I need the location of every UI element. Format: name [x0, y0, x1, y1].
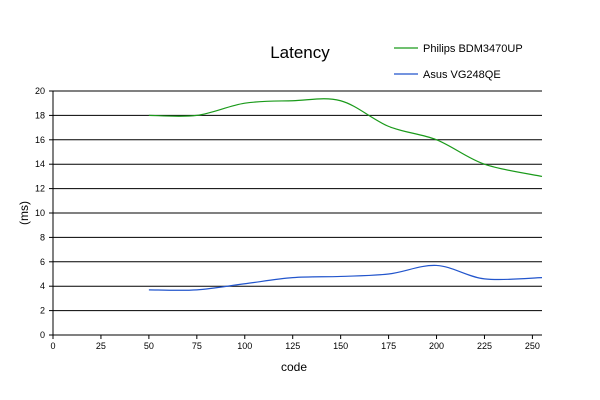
series-line-philips: [148, 98, 543, 177]
x-tick-label-100: 100: [237, 341, 252, 351]
y-tick-label-16: 16: [35, 135, 45, 145]
legend-label-philips: Philips BDM3470UP: [423, 43, 523, 55]
x-tick-label-25: 25: [96, 341, 106, 351]
x-tick-label-175: 175: [381, 341, 396, 351]
legend-label-asus: Asus VG248QE: [423, 69, 501, 81]
y-tick-label-14: 14: [35, 159, 45, 169]
grid-lines: [53, 90, 542, 312]
y-axis-label: (ms): [17, 201, 31, 225]
series-lines: [148, 98, 543, 291]
y-tick-label-18: 18: [35, 110, 45, 120]
x-tick-label-125: 125: [285, 341, 300, 351]
y-tick-label-6: 6: [40, 257, 45, 267]
x-tick-label-225: 225: [477, 341, 492, 351]
y-tick-label-8: 8: [40, 232, 45, 242]
x-tick-label-50: 50: [144, 341, 154, 351]
x-tick-label-250: 250: [525, 341, 540, 351]
y-tick-label-12: 12: [35, 184, 45, 194]
x-tick-label-75: 75: [192, 341, 202, 351]
y-tick-label-2: 2: [40, 306, 45, 316]
y-tick-label-0: 0: [40, 330, 45, 340]
legend: Philips BDM3470UP Asus VG248QE: [394, 43, 523, 81]
chart-title: Latency: [270, 43, 330, 62]
x-tick-label-150: 150: [333, 341, 348, 351]
y-tick-label-4: 4: [40, 281, 45, 291]
y-tick-label-20: 20: [35, 86, 45, 96]
y-tick-labels: 0 2 4 6 8 10 12 14 16 18 20: [35, 86, 53, 340]
x-axis-label: code: [281, 360, 307, 374]
x-tick-label-0: 0: [50, 341, 55, 351]
y-tick-label-10: 10: [35, 208, 45, 218]
x-tick-labels: 0 25 50 75 100 125 150 175 200 225 250: [50, 335, 540, 351]
series-line-asus: [148, 264, 543, 291]
x-tick-label-200: 200: [429, 341, 444, 351]
